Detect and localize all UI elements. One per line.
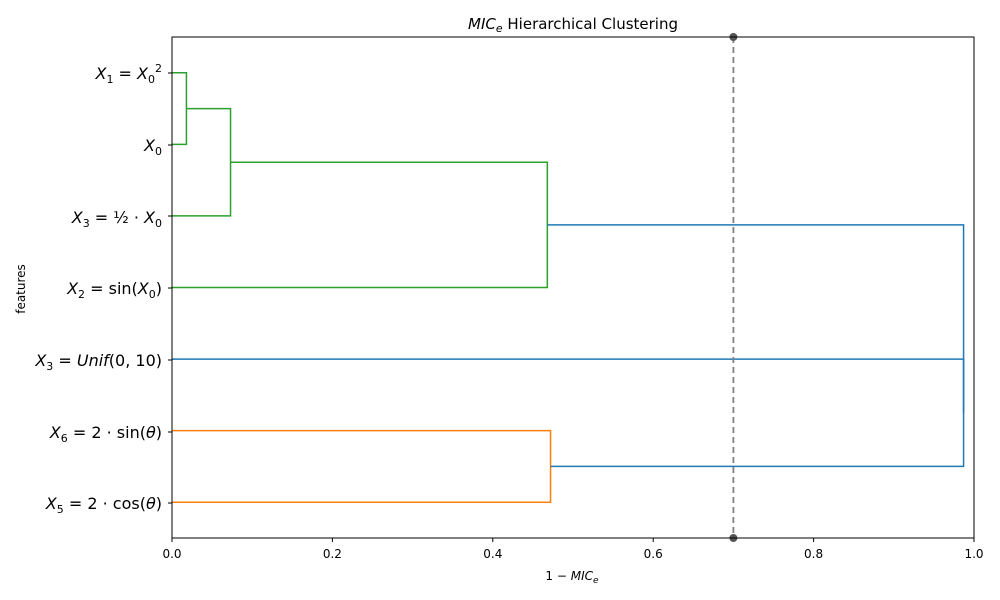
- y-axis-label: features: [14, 264, 28, 314]
- dendrogram-link-4: [172, 358, 965, 468]
- dendrogram-link-0: [172, 72, 188, 146]
- x-tick-label-0: 0.0: [162, 547, 181, 561]
- leaf-labels: X1 = X02 X0 X3 = ½ · X0 X2 = sin(X0) X3 …: [34, 62, 172, 516]
- dendrogram-link-2: [172, 161, 549, 289]
- x-tick-label-2: 0.4: [483, 547, 502, 561]
- leaf-tick-x6: X6 = 2 · sin(θ): [49, 423, 172, 445]
- leaf-label-x6: X6 = 2 · sin(θ): [49, 423, 162, 445]
- x-axis-ticks: 0.0 0.2 0.4 0.6 0.8 1.0: [162, 538, 984, 561]
- x-tick-label-5: 1.0: [964, 547, 983, 561]
- threshold-line: [729, 33, 738, 542]
- leaf-tick-x2: X2 = sin(X0): [66, 279, 172, 301]
- dendrogram-link-1: [172, 107, 232, 217]
- x-axis-label: 1 − MICe: [545, 569, 599, 586]
- dendrogram-link-3: [172, 429, 552, 503]
- leaf-label-x1: X1 = X02: [94, 62, 162, 86]
- leaf-tick-x0: X0: [143, 136, 172, 158]
- x-tick-label-4: 0.8: [804, 547, 823, 561]
- x-tick-label-1: 0.2: [323, 547, 342, 561]
- leaf-tick-x5: X5 = 2 · cos(θ): [45, 494, 172, 516]
- leaf-tick-x1: X1 = X02: [94, 62, 172, 86]
- x-tick-label-3: 0.6: [644, 547, 663, 561]
- leaf-label-x2: X2 = sin(X0): [66, 279, 162, 301]
- dendrogram-links: [172, 72, 965, 503]
- leaf-label-x3-unif: X3 = Unif(0, 10): [34, 351, 162, 373]
- leaf-label-x3-half: X3 = ½ · X0: [71, 208, 162, 230]
- leaf-label-x0: X0: [143, 136, 162, 158]
- chart-title: MICe Hierarchical Clustering: [468, 15, 678, 35]
- dendrogram-link-5: [547, 224, 965, 413]
- leaf-tick-x3-unif: X3 = Unif(0, 10): [34, 351, 172, 373]
- leaf-tick-x3-half: X3 = ½ · X0: [71, 208, 172, 230]
- leaf-label-x5: X5 = 2 · cos(θ): [45, 494, 162, 516]
